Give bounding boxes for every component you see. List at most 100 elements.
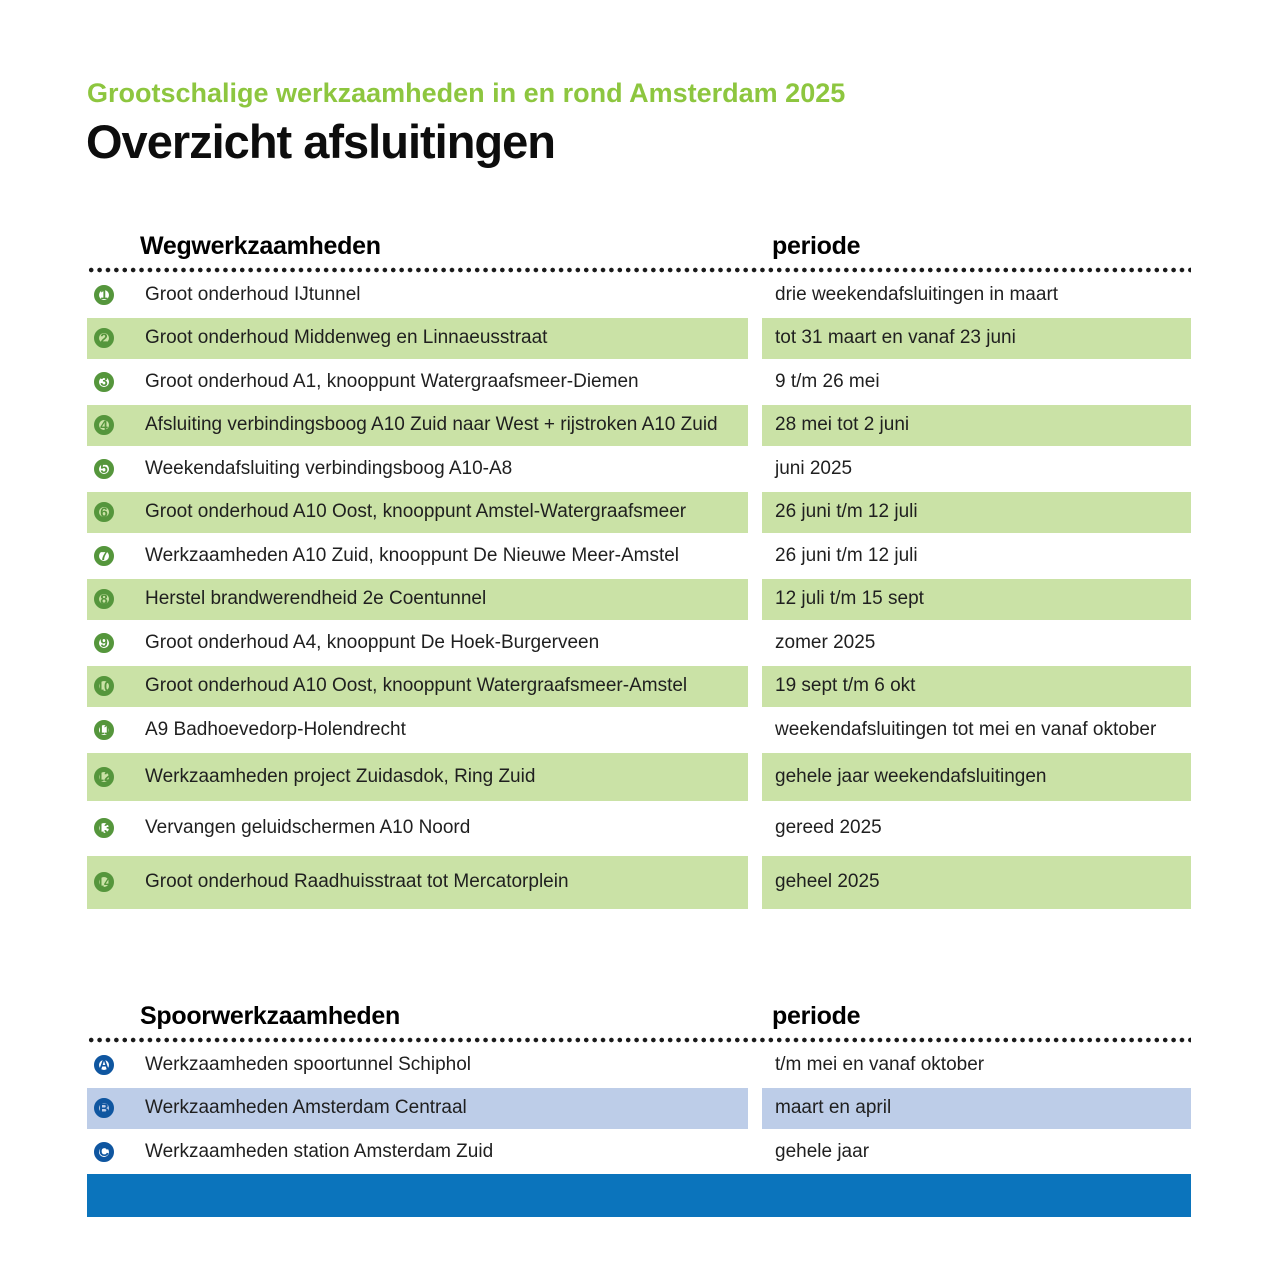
row-period-label: juni 2025 [775, 457, 853, 479]
row-period-label: 26 juni t/m 12 juli [775, 544, 918, 566]
row-marker-badge: 12 [94, 766, 114, 787]
table-row: 12 Werkzaamheden project Zuidasdok, Ring … [87, 752, 1191, 802]
row-period-label: t/m mei en vanaf oktober [775, 1053, 985, 1075]
row-period-label: zomer 2025 [775, 631, 876, 653]
row-background-right [762, 404, 1191, 446]
row-work-label: Werkzaamheden project Zuidasdok, Ring Zu… [145, 765, 536, 787]
row-background-left [87, 491, 748, 533]
row-background-left [87, 752, 748, 801]
row-period-label: gehele jaar weekendafsluitingen [775, 765, 1047, 787]
row-background-left [87, 317, 748, 359]
row-work-label: Groot onderhoud A1, knooppunt Watergraaf… [145, 370, 639, 392]
row-marker-badge: 6 [94, 502, 114, 523]
table-row: 7 Werkzaamheden A10 Zuid, knooppunt De Ni… [87, 534, 1191, 578]
row-marker-badge: 3 [94, 371, 114, 392]
row-marker-badge: A [94, 1054, 114, 1075]
row-period-label: weekendafsluitingen tot mei en vanaf okt… [775, 718, 1157, 740]
table-row: 3 Groot onderhoud A1, knooppunt Watergraa… [87, 360, 1191, 404]
row-work-label: Groot onderhoud Raadhuisstraat tot Merca… [145, 871, 569, 892]
row-work-label: Weekendafsluiting verbindingsboog A10-A8 [145, 457, 513, 479]
row-period-label: gereed 2025 [775, 817, 882, 838]
dotted-divider [87, 267, 1191, 273]
row-marker-badge: 8 [94, 589, 114, 610]
table-row: B Werkzaamheden Amsterdam Centraal maart e… [87, 1087, 1191, 1131]
row-work-label: Groot onderhoud A10 Oost, knooppunt Wate… [145, 675, 688, 697]
row-marker-badge: 13 [94, 818, 114, 838]
row-work-label: Groot onderhoud A10 Oost, knooppunt Amst… [145, 501, 687, 523]
row-work-label: Werkzaamheden station Amsterdam Zuid [145, 1140, 494, 1162]
row-work-label: Werkzaamheden spoortunnel Schiphol [145, 1053, 472, 1075]
row-work-label: Werkzaamheden A10 Zuid, knooppunt De Nie… [145, 544, 680, 566]
row-period-label: 12 juli t/m 15 sept [775, 588, 924, 610]
road-table-rows: 1 Groot onderhoud IJtunnel drie weekendafs… [87, 273, 1191, 910]
page-subtitle: Grootschalige werkzaamheden in en rond A… [87, 78, 846, 108]
row-marker-badge: C [94, 1141, 114, 1162]
row-background-right [762, 1087, 1191, 1129]
table-row: 8 Herstel brandwerendheid 2e Coentunnel 12… [87, 578, 1191, 622]
row-work-label: Groot onderhoud Middenweg en Linnaeusstr… [145, 327, 548, 349]
dotted-divider [87, 1037, 1191, 1043]
row-marker-badge: 2 [94, 328, 114, 349]
row-marker-badge: 1 [94, 284, 114, 305]
row-period-label: 19 sept t/m 6 okt [775, 675, 916, 697]
row-marker-badge: 7 [94, 545, 114, 566]
table-row: 14 Groot onderhoud Raadhuisstraat tot Mer… [87, 855, 1191, 910]
row-work-label: Herstel brandwerendheid 2e Coentunnel [145, 588, 487, 610]
row-period-label: 26 juni t/m 12 juli [775, 501, 918, 523]
row-marker-badge: 9 [94, 632, 114, 653]
row-background-left [87, 665, 748, 707]
row-background-right [762, 491, 1191, 533]
row-background-left [87, 1087, 748, 1129]
row-background-right [762, 317, 1191, 359]
row-background-left [87, 855, 748, 909]
row-period-label: 9 t/m 26 mei [775, 370, 880, 392]
table-row: 5 Weekendafsluiting verbindingsboog A10-A… [87, 447, 1191, 491]
row-work-label: Afsluiting verbindingsboog A10 Zuid naar… [145, 414, 718, 436]
row-background-right [762, 752, 1191, 801]
table-row: 9 Groot onderhoud A4, knooppunt De Hoek-B… [87, 621, 1191, 665]
row-period-label: drie weekendafsluitingen in maart [775, 283, 1059, 305]
row-work-label: A9 Badhoevedorp-Holendrecht [145, 718, 406, 740]
rail-column-header-work: Spoorwerkzaamheden [140, 1002, 400, 1030]
row-period-label: maart en april [775, 1097, 892, 1119]
row-background-left [87, 578, 748, 620]
bottom-accent-bar [87, 1174, 1191, 1217]
row-period-label: 28 mei tot 2 juni [775, 414, 910, 436]
row-work-label: Vervangen geluidschermen A10 Noord [145, 817, 471, 838]
rail-table-header: Spoorwerkzaamheden periode [87, 998, 1191, 1035]
row-background-right [762, 665, 1191, 707]
row-work-label: Werkzaamheden Amsterdam Centraal [145, 1097, 467, 1119]
row-work-label: Groot onderhoud A4, knooppunt De Hoek-Bu… [145, 631, 600, 653]
table-row: 10 Groot onderhoud A10 Oost, knooppunt Wa… [87, 665, 1191, 709]
table-row: 2 Groot onderhoud Middenweg en Linnaeusst… [87, 317, 1191, 361]
row-marker-badge: 11 [94, 719, 114, 740]
row-marker-badge: 10 [94, 676, 114, 697]
row-marker-badge: 5 [94, 458, 114, 479]
table-row: 4 Afsluiting verbindingsboog A10 Zuid naa… [87, 404, 1191, 448]
row-background-right [762, 578, 1191, 620]
road-column-header-work: Wegwerkzaamheden [140, 232, 381, 260]
rail-table-rows: A Werkzaamheden spoortunnel Schiphol t/m m… [87, 1043, 1191, 1174]
rail-works-table: Spoorwerkzaamheden periode A Werkzaamhede… [87, 998, 1191, 1174]
row-period-label: gehele jaar [775, 1140, 870, 1162]
row-background-left [87, 404, 748, 446]
table-row: 6 Groot onderhoud A10 Oost, knooppunt Ams… [87, 491, 1191, 535]
page-title: Overzicht afsluitingen [86, 115, 556, 168]
row-period-label: tot 31 maart en vanaf 23 juni [775, 327, 1016, 349]
rail-column-header-period: periode [772, 1002, 861, 1030]
row-period-label: geheel 2025 [775, 871, 880, 892]
table-row: A Werkzaamheden spoortunnel Schiphol t/m m… [87, 1043, 1191, 1087]
table-row: 11 A9 Badhoevedorp-Holendrecht weekendafsl… [87, 708, 1191, 752]
row-background-right [762, 855, 1191, 909]
row-work-label: Groot onderhoud IJtunnel [145, 283, 361, 305]
row-marker-badge: 14 [94, 872, 114, 892]
road-column-header-period: periode [772, 232, 861, 260]
road-table-header: Wegwerkzaamheden periode [87, 228, 1191, 265]
table-row: C Werkzaamheden station Amsterdam Zuid geh… [87, 1130, 1191, 1174]
row-marker-badge: 4 [94, 415, 114, 436]
row-marker-badge: B [94, 1098, 114, 1119]
table-row: 13 Vervangen geluidschermen A10 Noord gere… [87, 802, 1191, 855]
table-row: 1 Groot onderhoud IJtunnel drie weekendafs… [87, 273, 1191, 317]
road-works-table: Wegwerkzaamheden periode 1 Groot onderhou… [87, 228, 1191, 910]
